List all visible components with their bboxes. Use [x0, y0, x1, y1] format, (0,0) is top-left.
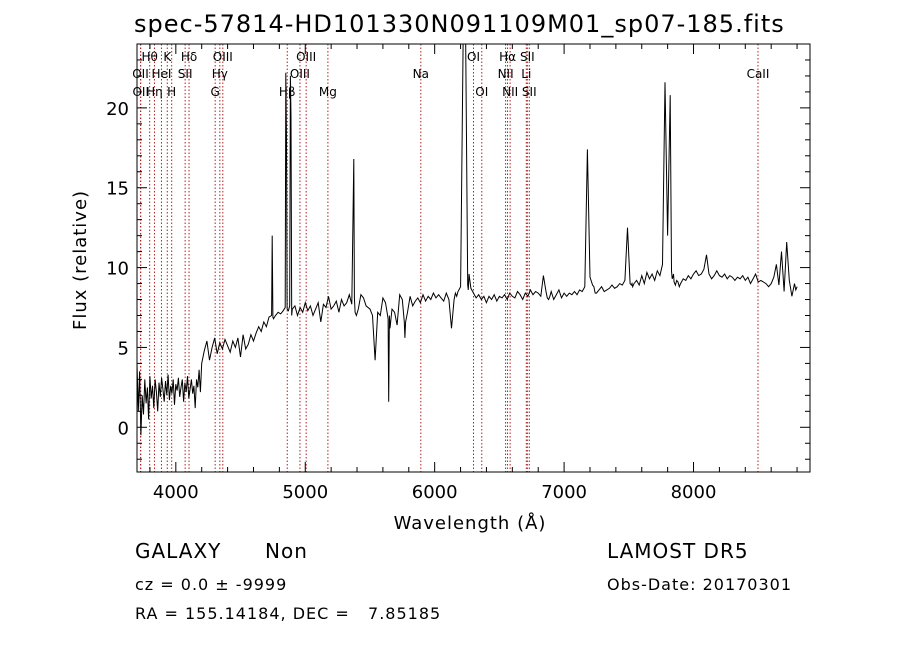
object-class: GALAXY — [135, 539, 222, 563]
x-tick-label: 8000 — [671, 482, 717, 503]
redshift-text: cz = 0.0 ± -9999 — [135, 575, 288, 594]
y-tick-label: 20 — [106, 99, 129, 120]
line-label: Hα — [499, 50, 516, 64]
line-label: Hη — [146, 85, 163, 99]
line-label: HeI — [151, 67, 171, 81]
line-label: Li — [521, 67, 531, 81]
line-label: SII — [522, 85, 537, 99]
line-label: OII — [132, 85, 149, 99]
line-labels: OII OII Hθ Hη HeI K H Hδ SII G Hγ OIII Hβ OIII OIII Mg N… — [132, 50, 769, 99]
line-label: SII — [178, 67, 193, 81]
axis-ticks: 4000 5000 6000 7000 8000 0 5 10 15 20 — [106, 43, 810, 503]
line-label: Hγ — [212, 67, 228, 81]
line-label: Hδ — [181, 50, 197, 64]
line-label: OIII — [290, 67, 310, 81]
line-label: NII — [498, 67, 514, 81]
line-label: K — [163, 50, 172, 64]
obs-date-text: Obs-Date: 20170301 — [607, 575, 793, 594]
x-tick-label: 6000 — [412, 482, 458, 503]
line-label: Na — [413, 67, 429, 81]
object-subclass: Non — [265, 539, 308, 563]
line-label: OII — [132, 67, 149, 81]
y-axis-label: Flux (relative) — [70, 190, 91, 330]
line-label: OIII — [213, 50, 233, 64]
line-label: Mg — [319, 85, 337, 99]
line-markers — [139, 44, 759, 472]
y-tick-label: 0 — [118, 418, 129, 439]
line-label: OI — [475, 85, 488, 99]
line-label: OIII — [296, 50, 316, 64]
coordinates-text: RA = 155.14184, DEC = 7.85185 — [135, 604, 442, 623]
line-label: G — [211, 85, 220, 99]
x-tick-label: 4000 — [153, 482, 199, 503]
line-label: Hθ — [141, 50, 157, 64]
line-label: Hβ — [279, 85, 296, 99]
survey-label: LAMOST DR5 — [607, 539, 749, 563]
x-tick-label: 5000 — [282, 482, 328, 503]
y-tick-label: 10 — [106, 259, 129, 280]
page-title: spec-57814-HD101330N091109M01_sp07-185.f… — [134, 10, 785, 38]
line-label: NII — [502, 85, 518, 99]
x-tick-label: 7000 — [541, 482, 587, 503]
x-axis-label: Wavelength (Å) — [394, 512, 547, 534]
plot-frame — [136, 43, 811, 473]
y-tick-label: 5 — [118, 338, 129, 359]
y-tick-label: 15 — [106, 179, 129, 200]
line-label: SII — [520, 50, 535, 64]
line-label: OI — [467, 50, 480, 64]
line-label: H — [167, 85, 176, 99]
line-label: CaII — [747, 67, 770, 81]
spectrum-line — [136, 43, 798, 436]
